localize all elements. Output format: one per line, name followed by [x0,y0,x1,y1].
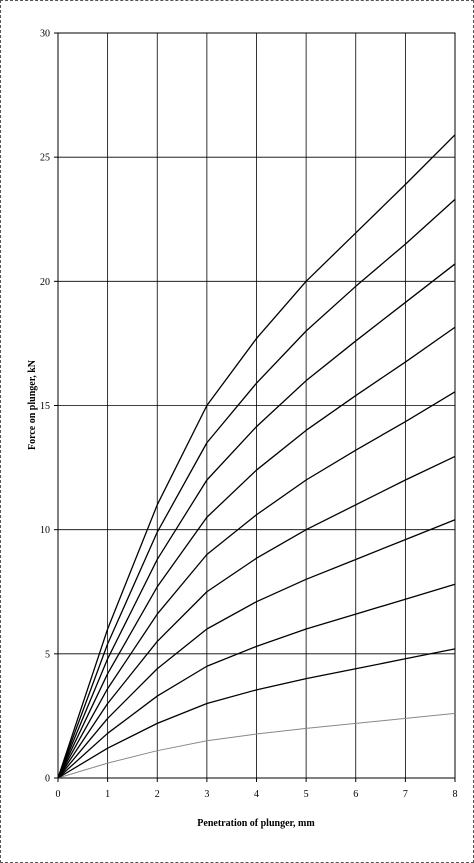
y-tick-label: 10 [40,525,50,536]
x-tick-label: 3 [204,789,209,800]
x-axis-title: Penetration of plunger, mm [197,818,315,829]
x-tick-label: 6 [353,789,358,800]
x-tick-label: 8 [453,789,458,800]
y-tick-label: 0 [45,774,50,785]
gridlines [54,32,456,782]
y-tick-label: 15 [40,401,50,412]
series-line-8 [57,263,456,779]
y-tick-label: 5 [45,649,50,660]
x-tick-label: 5 [304,789,309,800]
x-tick-label: 4 [254,789,259,800]
series-line-6 [57,391,456,779]
series-line-9 [57,198,456,779]
y-tick-label: 25 [40,153,50,164]
series-lines [57,134,456,779]
x-tick-labels: 0 1 2 3 4 5 6 7 8 [56,789,458,800]
y-tick-label: 30 [40,29,50,40]
series-line-4 [57,519,456,779]
y-axis-title: Force on plunger, kN [27,359,38,450]
series-line-7 [57,326,456,779]
y-tick-labels: 0 5 10 15 20 25 30 [40,29,50,785]
series-line-1 [57,712,456,779]
series-line-10 [57,134,456,779]
series-line-3 [57,583,456,779]
x-tick-label: 0 [56,789,61,800]
x-tick-label: 2 [155,789,160,800]
series-line-5 [57,455,456,779]
series-line-2 [57,648,456,779]
x-tick-label: 7 [403,789,408,800]
x-tick-label: 1 [105,789,110,800]
y-tick-label: 20 [40,277,50,288]
